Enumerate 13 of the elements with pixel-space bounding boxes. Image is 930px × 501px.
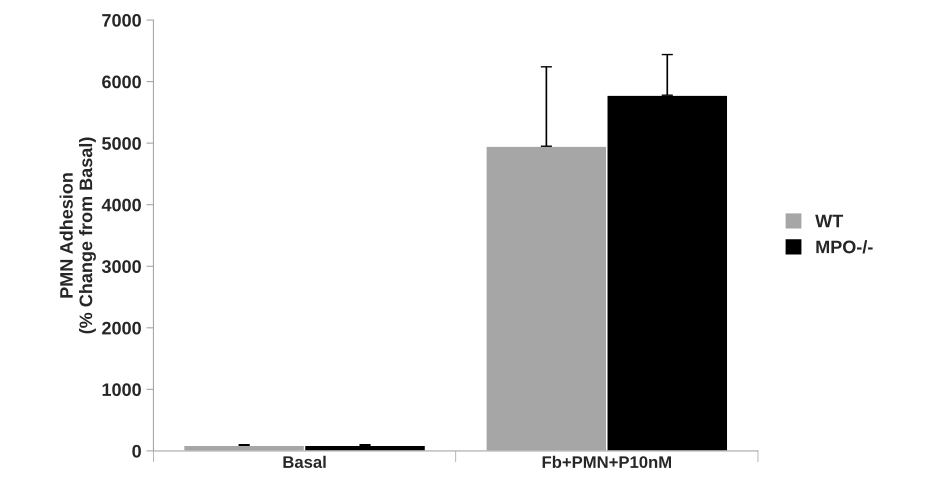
y-tick-label: 6000 bbox=[102, 76, 141, 88]
y-tick-label: 4000 bbox=[102, 198, 141, 212]
x-tick-label: Fb+PMN+P10nM bbox=[542, 456, 671, 468]
y-tick-label: 0 bbox=[132, 444, 141, 458]
y-tick-label: 3000 bbox=[102, 260, 141, 273]
y-tick-label: 7000 bbox=[102, 14, 141, 27]
y-axis-title: PMN Adhesion (% Change from Basal) bbox=[60, 138, 96, 334]
y-tick-label: 1000 bbox=[102, 383, 141, 396]
legend-label: MPO-/- bbox=[816, 240, 873, 254]
x-tick-label: Basal bbox=[283, 456, 326, 468]
y-tick-label: 5000 bbox=[102, 137, 141, 150]
legend-label: WT bbox=[815, 214, 844, 228]
y-tick-label: 2000 bbox=[102, 322, 141, 335]
